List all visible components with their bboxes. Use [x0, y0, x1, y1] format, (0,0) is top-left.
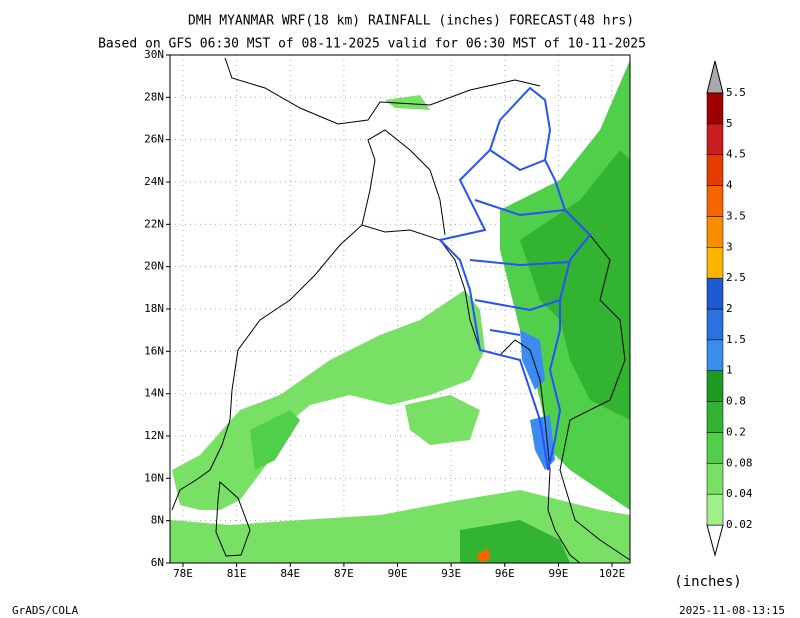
lat-label: 10N — [144, 471, 164, 484]
colorbar-label: 0.8 — [726, 395, 746, 408]
footer-right: 2025-11-08-13:15 — [679, 604, 785, 617]
colorbar-bin — [706, 92, 724, 125]
colorbar-low-arrow — [706, 524, 724, 557]
lat-label: 8N — [151, 514, 164, 527]
footer-left: GrADS/COLA — [12, 604, 79, 617]
lat-label: 12N — [144, 429, 164, 442]
colorbar-bin — [706, 216, 724, 248]
lon-label: 78E — [173, 567, 193, 580]
lat-label: 14N — [144, 387, 164, 400]
lon-label: 102E — [599, 567, 626, 580]
lat-label: 22N — [144, 217, 164, 230]
colorbar-bin — [706, 339, 724, 371]
border — [361, 129, 446, 236]
lat-label: 28N — [144, 90, 164, 103]
lon-label: 84E — [280, 567, 300, 580]
colorbar-bin — [706, 370, 724, 402]
colorbar-label: 1 — [726, 364, 733, 377]
rain-area — [385, 95, 430, 110]
rain-area — [405, 395, 480, 445]
colorbar-label: 0.08 — [726, 456, 753, 469]
lon-label: 90E — [388, 567, 408, 580]
colorbar-bin — [706, 123, 724, 155]
rain-area — [250, 410, 300, 470]
lat-label: 16N — [144, 344, 164, 357]
colorbar-label: 1.5 — [726, 333, 746, 346]
lat-label: 24N — [144, 175, 164, 188]
coastline — [171, 224, 581, 564]
myanmar-outline — [438, 86, 592, 471]
colorbar-label: 4 — [726, 179, 733, 192]
colorbar-label: 5 — [726, 117, 733, 130]
colorbar-bin — [706, 463, 724, 495]
subtitle: Based on GFS 06:30 MST of 08-11-2025 val… — [98, 37, 646, 52]
colorbar-label: 2.5 — [726, 271, 746, 284]
lon-label: 87E — [334, 567, 354, 580]
lon-label: 96E — [495, 567, 515, 580]
lon-label: 93E — [441, 567, 461, 580]
colorbar-label: 0.04 — [726, 487, 753, 500]
colorbar-bin — [706, 432, 724, 464]
rain-area — [172, 290, 485, 510]
lat-label: 18N — [144, 302, 164, 315]
colorbar-label: 5.5 — [726, 86, 746, 99]
colorbar-unit: (inches) — [674, 574, 741, 590]
border — [559, 234, 631, 561]
coastline — [224, 57, 541, 125]
lat-label: 6N — [151, 556, 164, 569]
colorbar-label: 0.02 — [726, 518, 753, 531]
colorbar-label: 4.5 — [726, 148, 746, 161]
coastline — [215, 480, 251, 557]
colorbar-label: 2 — [726, 302, 733, 315]
colorbar-bin — [706, 401, 724, 433]
colorbar-bin — [706, 493, 724, 526]
colorbar-bin — [706, 277, 724, 310]
colorbar-bin — [706, 308, 724, 341]
colorbar-bin — [706, 154, 724, 186]
rain-area — [476, 548, 490, 562]
colorbar-bin — [706, 247, 724, 279]
title: DMH MYANMAR WRF(18 km) RAINFALL (inches)… — [188, 14, 634, 29]
colorbar-high-arrow — [706, 60, 724, 94]
lat-label: 20N — [144, 260, 164, 273]
rainfall-field — [170, 60, 630, 563]
lat-label: 30N — [144, 48, 164, 61]
lon-label: 81E — [227, 567, 247, 580]
colorbar-bin — [706, 185, 724, 217]
myanmar-regions — [469, 149, 571, 336]
colorbar-label: 3.5 — [726, 209, 746, 222]
colorbar-label: 0.2 — [726, 425, 746, 438]
lon-label: 99E — [548, 567, 568, 580]
lat-label: 26N — [144, 133, 164, 146]
colorbar-label: 3 — [726, 240, 733, 253]
map — [169, 54, 631, 564]
rain-area — [520, 150, 630, 420]
colorbar: 0.02 0.04 0.08 0.2 0.8 1 1.5 2 2.5 3 3.5 4 4.5 5 5.5 (i… — [674, 60, 753, 590]
